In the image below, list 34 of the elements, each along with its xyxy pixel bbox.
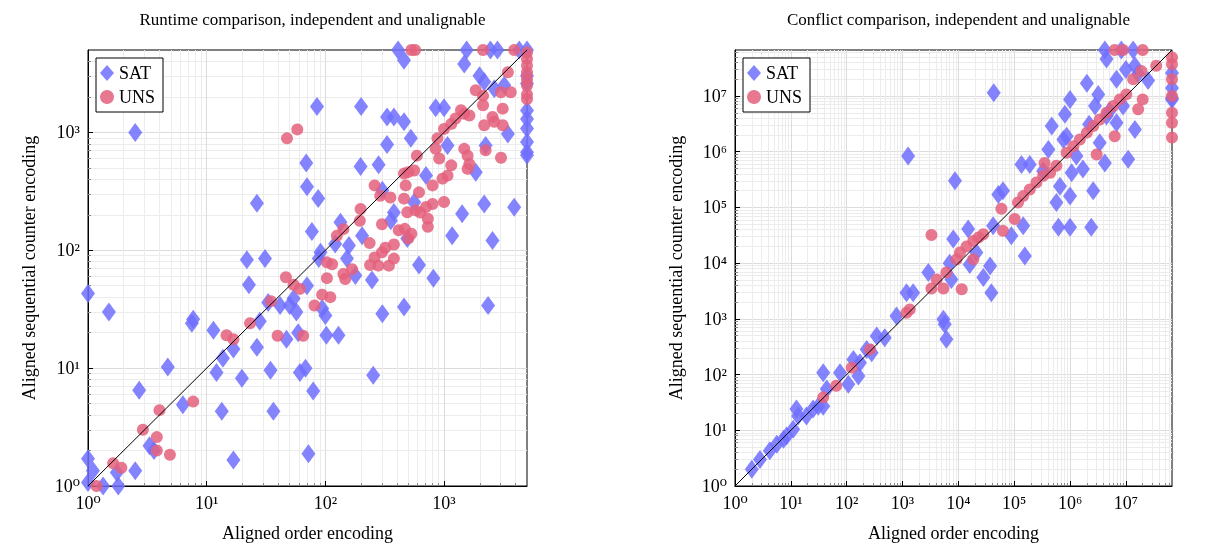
y-tick-label: 10⁰ <box>701 476 727 496</box>
x-tick-label: 10¹ <box>779 493 803 513</box>
legend-label: UNS <box>119 87 156 107</box>
x-tick-label: 10⁴ <box>946 493 971 513</box>
chart-title: Conflict comparison, independent and unalignable <box>786 10 1131 29</box>
legend-label: SAT <box>119 63 152 83</box>
y-tick-label: 10⁶ <box>702 141 727 162</box>
y-axis-title: Aligned sequential counter encoding <box>19 135 39 401</box>
y-tick-label: 10⁰ <box>54 476 80 496</box>
y-tick-label: 10² <box>703 364 727 385</box>
y-axis-title: Aligned sequential counter encoding <box>666 135 686 401</box>
y-tick-label: 10¹ <box>56 358 80 379</box>
x-axis-title: Aligned order encoding <box>868 523 1039 543</box>
y-tick-label: 10⁵ <box>702 197 727 218</box>
x-tick-label: 10⁶ <box>1057 493 1083 513</box>
y-tick-label: 10³ <box>703 308 728 329</box>
legend-label: SAT <box>766 63 799 83</box>
x-tick-label: 10⁵ <box>1002 493 1027 513</box>
y-tick-label: 10³ <box>56 122 81 143</box>
x-tick-label: 10² <box>313 493 338 513</box>
x-tick-label: 10⁰ <box>75 493 101 513</box>
y-tick-label: 10² <box>56 240 80 261</box>
legend-label: UNS <box>766 87 803 107</box>
y-tick-label: 10⁷ <box>702 86 727 107</box>
x-tick-label: 10⁰ <box>722 493 748 513</box>
x-tick-label: 10³ <box>432 493 457 513</box>
x-tick-label: 10¹ <box>194 493 219 513</box>
y-tick-label: 10⁴ <box>702 253 727 274</box>
x-tick-label: 10³ <box>890 493 915 513</box>
y-tick-label: 10¹ <box>703 420 727 441</box>
x-tick-label: 10² <box>834 493 859 513</box>
x-tick-label: 10⁷ <box>1113 493 1139 513</box>
x-axis-title: Aligned order encoding <box>222 523 393 543</box>
chart-title: Runtime comparison, independent and unalignable <box>139 10 486 29</box>
